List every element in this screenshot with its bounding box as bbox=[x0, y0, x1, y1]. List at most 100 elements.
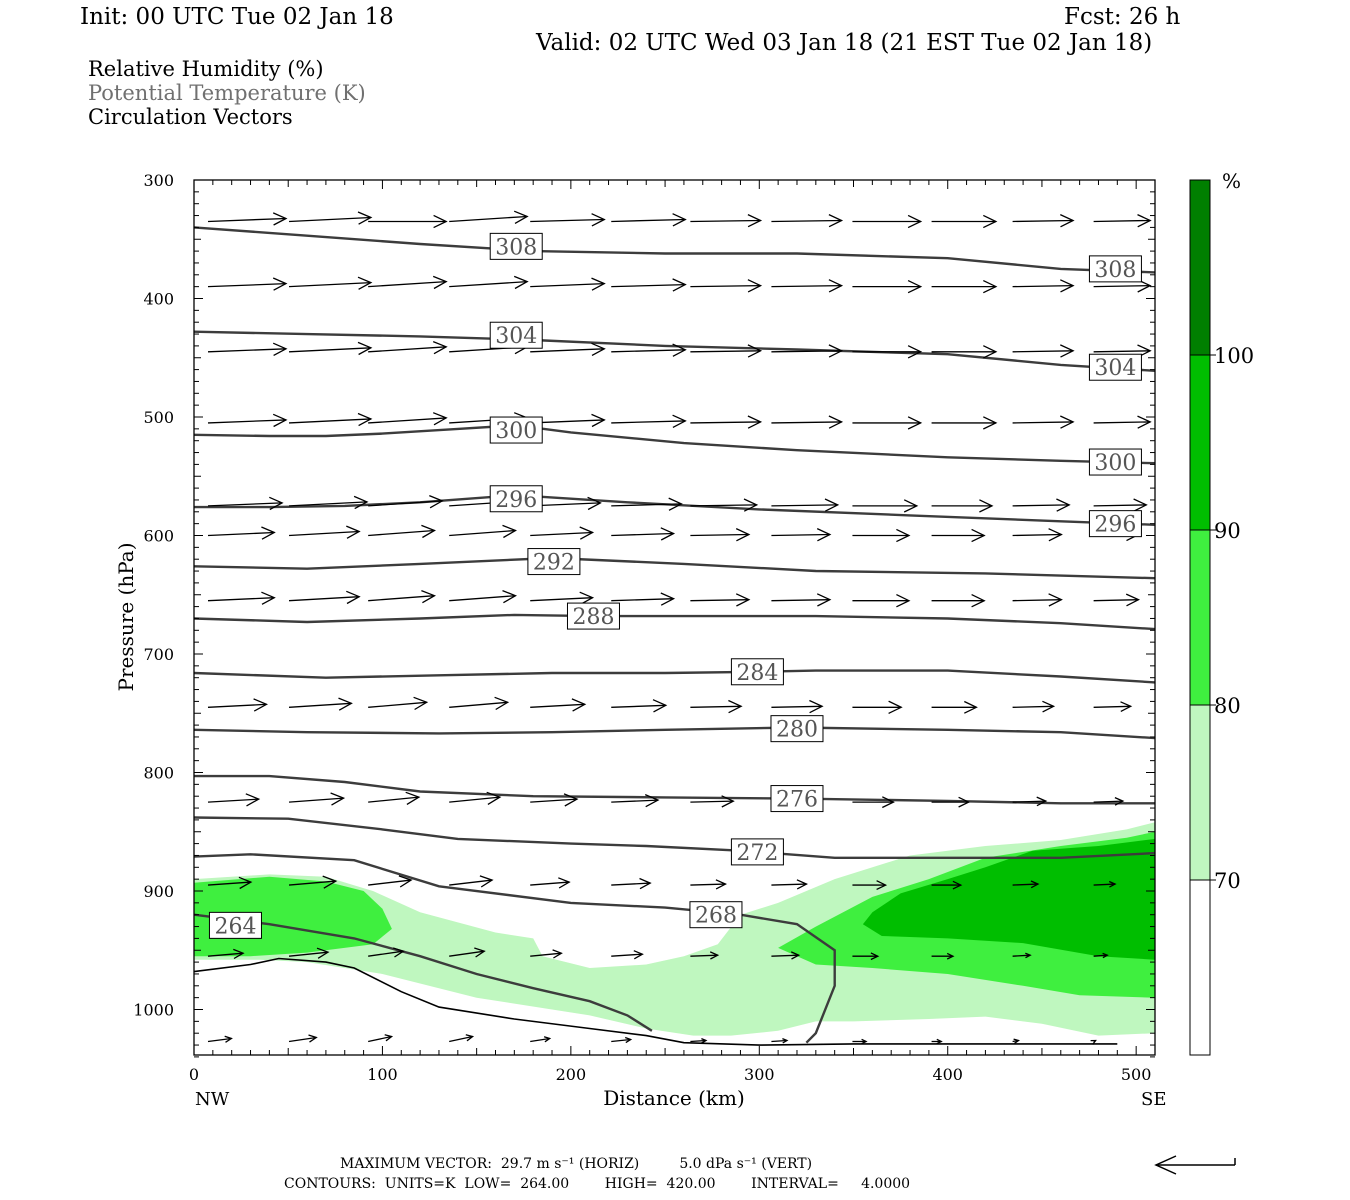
svg-text:304: 304 bbox=[1094, 356, 1136, 381]
wind-vector-2-7 bbox=[771, 344, 844, 358]
wind-vector-0-3 bbox=[449, 210, 529, 224]
colorbar-level-label: 90 bbox=[1214, 519, 1241, 543]
wind-vector-0-8 bbox=[852, 214, 923, 229]
wind-vector-4-8 bbox=[852, 499, 919, 513]
theta-contour-296 bbox=[194, 493, 1155, 526]
contour-info-note: CONTOURS: UNITS=K LOW= 264.00 HIGH= 420.… bbox=[284, 1176, 911, 1192]
wind-vector-7-6 bbox=[690, 699, 743, 714]
theta-label-304-1: 304 bbox=[1088, 353, 1142, 381]
wind-vector-7-2 bbox=[368, 696, 429, 711]
theta-contour-292 bbox=[194, 556, 1155, 580]
wind-vector-10-9 bbox=[931, 952, 955, 960]
svg-text:308: 308 bbox=[1094, 258, 1136, 283]
theta-label-264-0: 264 bbox=[208, 911, 262, 939]
wind-vector-11-3 bbox=[449, 1034, 475, 1043]
wind-vector-2-1 bbox=[288, 341, 373, 356]
wind-vector-4-0 bbox=[207, 496, 284, 511]
wind-vector-4-5 bbox=[611, 497, 683, 511]
wind-vector-5-5 bbox=[611, 527, 676, 541]
theta-label-288-0: 288 bbox=[566, 602, 620, 630]
legend-relative-humidity: Relative Humidity (%) bbox=[88, 57, 324, 81]
wind-vector-3-9 bbox=[931, 416, 998, 430]
forecast-hour: Fcst: 26 h bbox=[1064, 4, 1181, 30]
wind-vector-6-0 bbox=[207, 591, 276, 605]
wind-vector-1-0 bbox=[207, 277, 288, 291]
wind-vector-3-1 bbox=[288, 412, 373, 427]
wind-vector-7-5 bbox=[611, 699, 668, 713]
wind-vector-6-1 bbox=[288, 590, 361, 605]
theta-contour-276 bbox=[194, 774, 1155, 805]
wind-vector-5-8 bbox=[852, 528, 911, 543]
x-end-label-right: SE bbox=[1141, 1089, 1166, 1110]
wind-vector-0-9 bbox=[931, 214, 998, 229]
wind-vector-10-7 bbox=[771, 951, 801, 960]
svg-text:280: 280 bbox=[776, 718, 818, 743]
wind-vector-8-4 bbox=[530, 793, 579, 807]
wind-vector-6-3 bbox=[449, 589, 517, 604]
wind-vector-10-0 bbox=[207, 948, 245, 960]
svg-text:300: 300 bbox=[495, 419, 537, 444]
wind-vector-2-5 bbox=[611, 343, 687, 357]
wind-vector-4-2 bbox=[368, 494, 444, 509]
wind-vector-5-0 bbox=[207, 526, 276, 540]
terrain-layer bbox=[194, 957, 1118, 1046]
rh-fill-70-0 bbox=[194, 822, 1155, 1036]
wind-vector-11-4 bbox=[530, 1036, 552, 1043]
wind-vector-5-4 bbox=[530, 526, 595, 540]
wind-vector-10-4 bbox=[530, 949, 563, 959]
wind-vector-4-1 bbox=[288, 495, 369, 510]
wind-vector-11-0 bbox=[207, 1035, 233, 1043]
wind-vector-1-7 bbox=[771, 279, 844, 293]
wind-vector-11-9 bbox=[931, 1038, 943, 1045]
colorbar-segment-0 bbox=[1189, 879, 1211, 1056]
theta-contour-304 bbox=[194, 330, 1155, 372]
wind-vector-3-5 bbox=[611, 414, 687, 428]
wind-vector-10-10 bbox=[1012, 952, 1032, 959]
terrain-line bbox=[194, 957, 1118, 1046]
wind-vector-1-9 bbox=[931, 280, 998, 294]
init-time: Init: 00 UTC Tue 02 Jan 18 bbox=[80, 4, 394, 30]
x-tick-label: 500 bbox=[1121, 1065, 1152, 1084]
svg-text:292: 292 bbox=[533, 551, 575, 576]
x-end-label-left: NW bbox=[195, 1089, 230, 1110]
wind-vector-9-7 bbox=[771, 879, 808, 890]
x-tick-label: 100 bbox=[367, 1065, 398, 1084]
wind-vector-6-2 bbox=[368, 589, 436, 604]
y-tick-label: 300 bbox=[143, 171, 174, 190]
wind-vector-10-1 bbox=[288, 947, 330, 959]
wind-vector-8-3 bbox=[449, 791, 502, 805]
wind-vector-4-11 bbox=[1093, 498, 1148, 512]
max-vector-note: MAXIMUM VECTOR: 29.7 m s⁻¹ (HORIZ) 5.0 d… bbox=[340, 1156, 813, 1172]
svg-text:304: 304 bbox=[495, 324, 537, 349]
svg-text:288: 288 bbox=[572, 605, 614, 630]
colorbar-level-label: 100 bbox=[1214, 344, 1254, 368]
theta-contour-264 bbox=[194, 913, 653, 1032]
theta-label-296-0: 296 bbox=[489, 485, 543, 513]
wind-vector-1-3 bbox=[449, 275, 529, 290]
wind-vector-10-6 bbox=[690, 951, 720, 960]
colorbar-segment-1 bbox=[1189, 704, 1211, 881]
x-axis-title: Distance (km) bbox=[603, 1086, 745, 1110]
wind-vector-9-9 bbox=[931, 880, 963, 890]
wind-vector-7-7 bbox=[771, 699, 824, 714]
y-tick-label: 600 bbox=[143, 527, 174, 546]
theta-contour-300 bbox=[194, 424, 1155, 465]
colorbar-level-label: 70 bbox=[1214, 869, 1241, 893]
wind-vector-2-9 bbox=[931, 345, 998, 359]
contour-label-layer: 308 308 304 304 300 300 296 296 292 288 284 280 276 2… bbox=[208, 232, 1142, 939]
wind-vector-9-5 bbox=[611, 877, 652, 890]
wind-vector-5-1 bbox=[288, 525, 361, 539]
wind-vector-0-10 bbox=[1012, 214, 1075, 228]
wind-vector-9-11 bbox=[1093, 880, 1117, 888]
theta-label-304-0: 304 bbox=[489, 321, 543, 349]
wind-vector-8-0 bbox=[207, 793, 261, 807]
wind-vector-7-4 bbox=[530, 698, 587, 712]
wind-vector-8-6 bbox=[690, 795, 735, 808]
wind-vector-7-0 bbox=[207, 698, 268, 712]
wind-vector-1-10 bbox=[1012, 279, 1075, 293]
wind-vector-6-8 bbox=[852, 594, 911, 608]
wind-vector-5-2 bbox=[368, 524, 436, 539]
x-tick-label: 200 bbox=[556, 1065, 587, 1084]
theta-contour-288 bbox=[194, 613, 1155, 631]
